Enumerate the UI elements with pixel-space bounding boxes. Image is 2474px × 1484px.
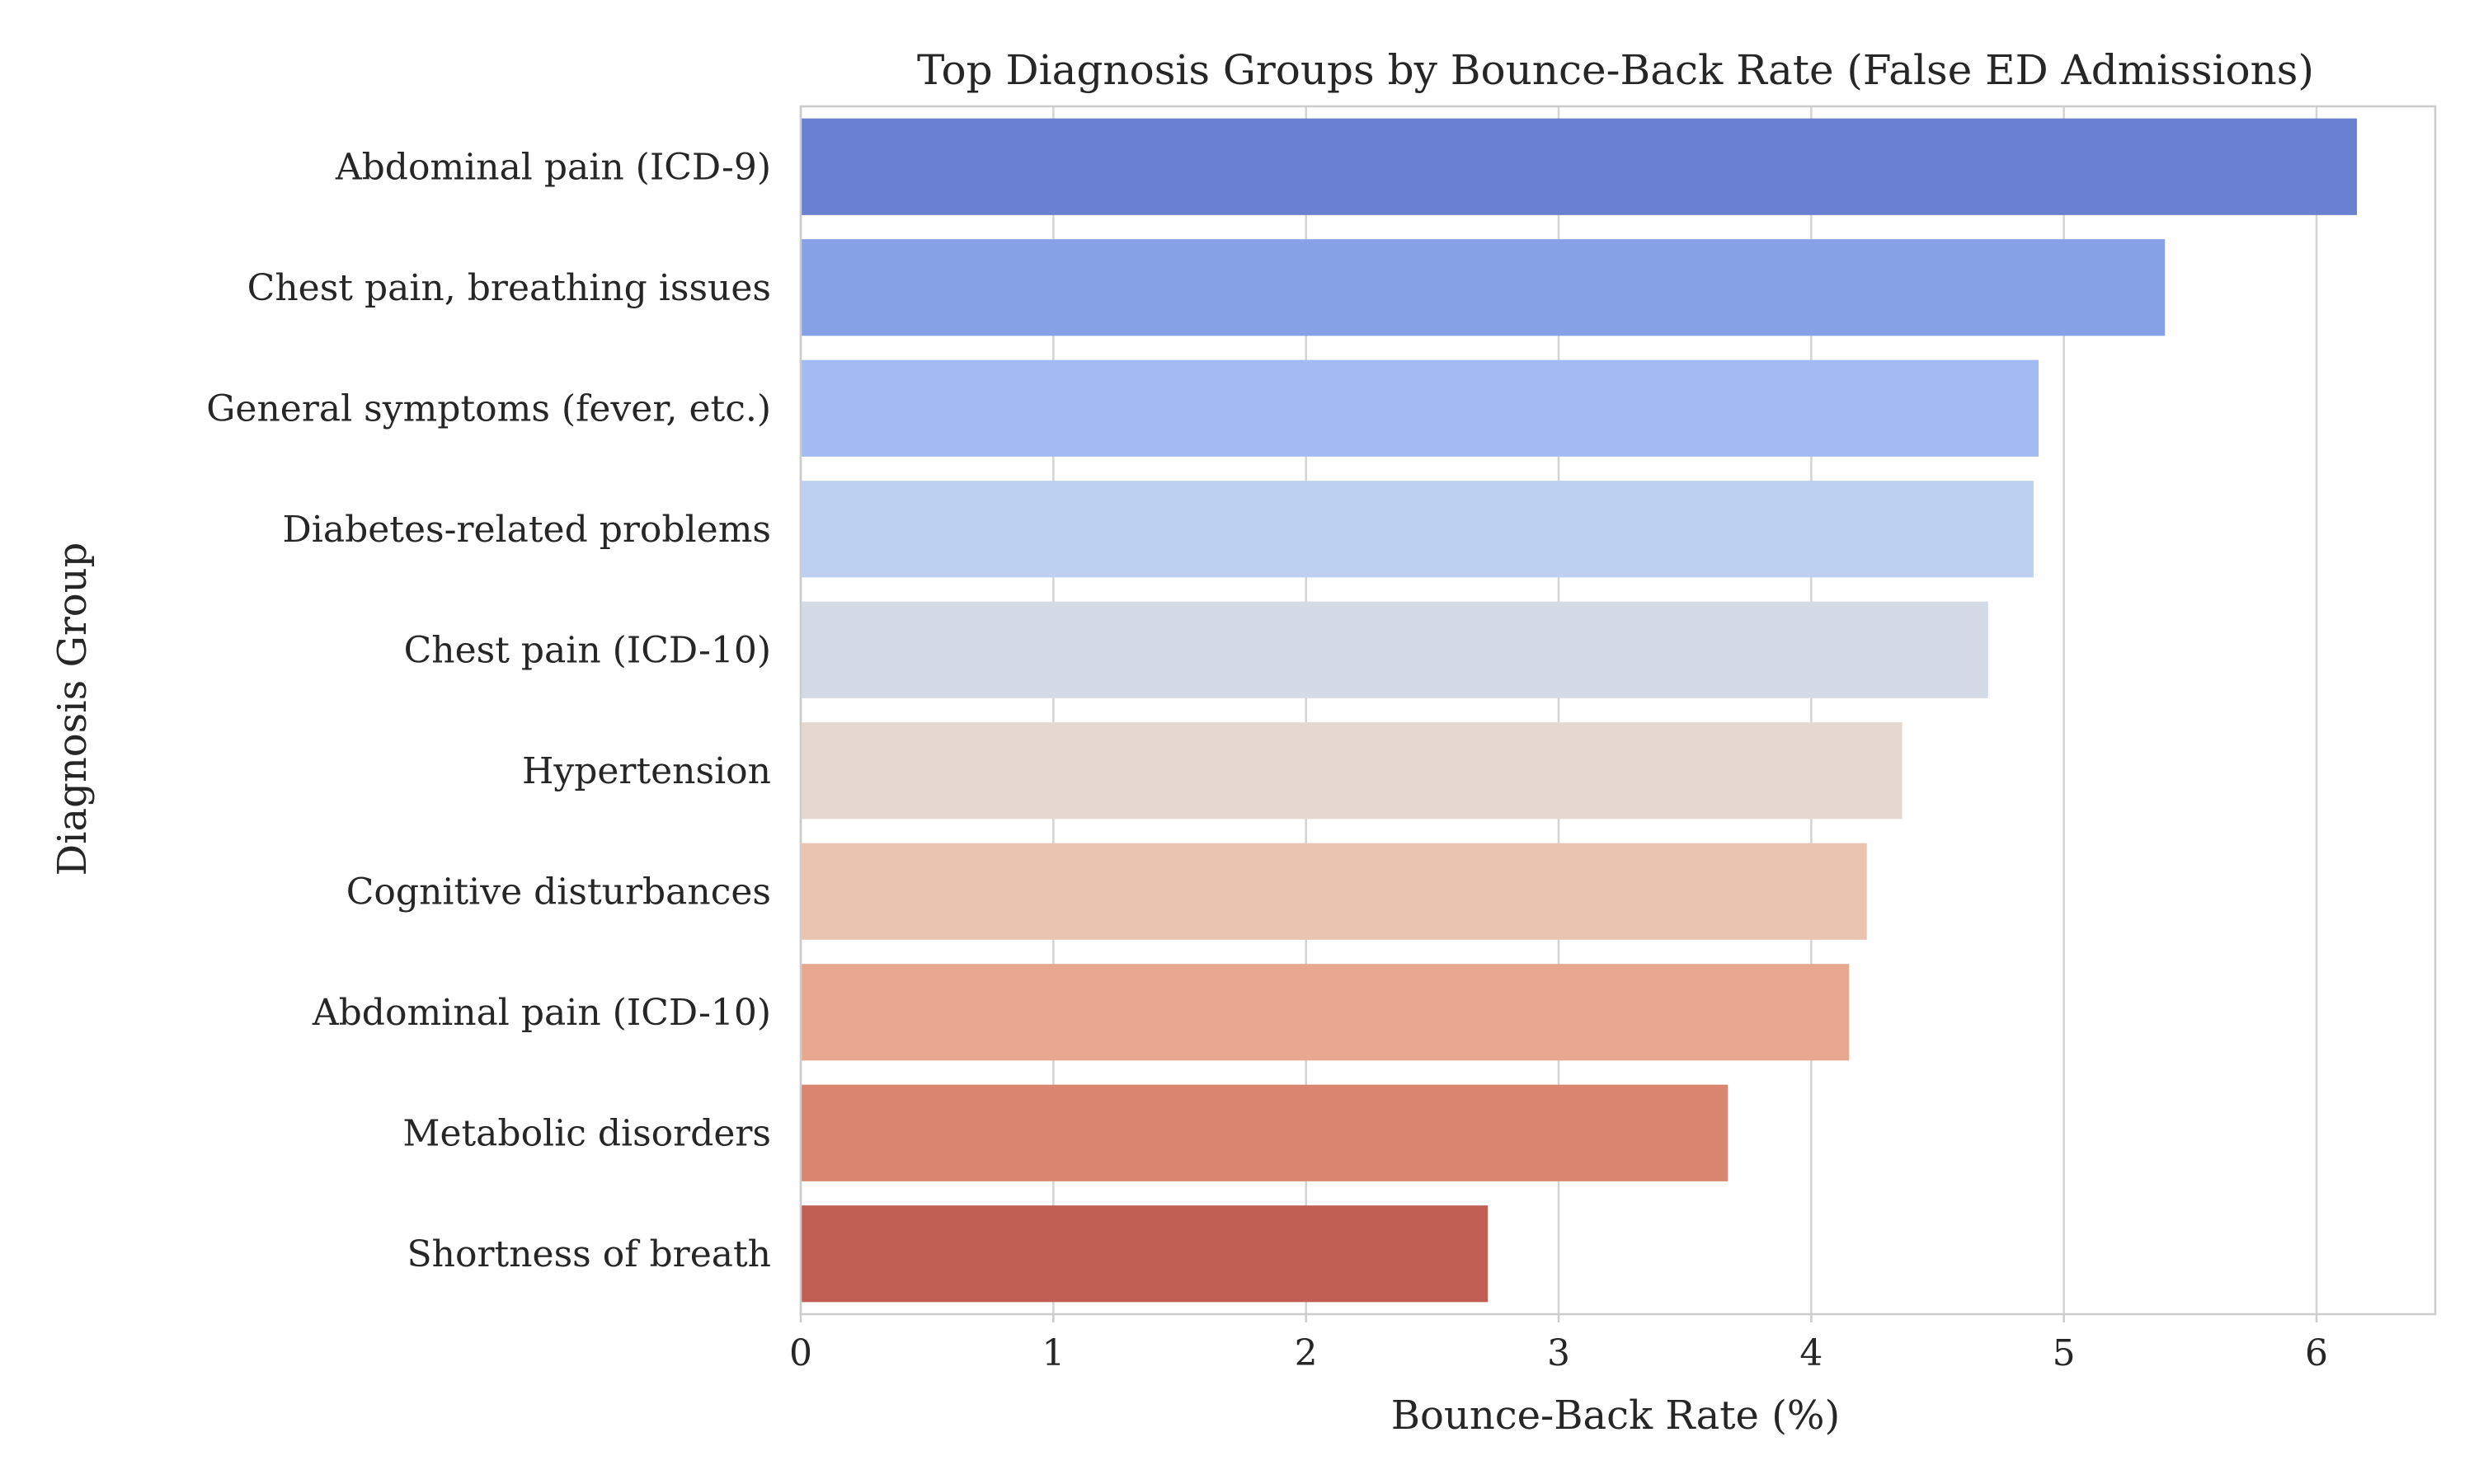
- bar: [801, 239, 2166, 336]
- bar: [801, 1205, 1489, 1303]
- x-tick-label: 6: [2305, 1332, 2328, 1374]
- x-tick-label: 3: [1547, 1332, 1570, 1374]
- chart-title: Top Diagnosis Groups by Bounce-Back Rate…: [917, 46, 2314, 94]
- bar: [801, 481, 2034, 578]
- bar: [801, 964, 1850, 1061]
- y-tick-label: Metabolic disorders: [402, 1112, 771, 1154]
- bar: [801, 118, 2358, 215]
- y-tick-label: General symptoms (fever, etc.): [206, 387, 771, 430]
- x-axis-label: Bounce-Back Rate (%): [1391, 1392, 1841, 1439]
- y-tick-label: Cognitive disturbances: [346, 871, 771, 913]
- y-axis-ticks: Abdominal pain (ICD-9) Chest pain, breath…: [206, 146, 771, 1275]
- y-tick-label: Abdominal pain (ICD-10): [312, 992, 771, 1034]
- y-tick-label: Chest pain (ICD-10): [404, 629, 771, 671]
- y-tick-label: Diabetes-related problems: [283, 509, 771, 551]
- x-tick-label: 4: [1799, 1332, 1823, 1374]
- bar: [801, 722, 1903, 819]
- x-tick-label: 5: [2053, 1332, 2076, 1374]
- bar: [801, 843, 1867, 940]
- y-axis-label: Diagnosis Group: [49, 542, 96, 876]
- plot-frame: [799, 105, 2437, 1316]
- y-tick-label: Hypertension: [522, 750, 771, 792]
- y-tick-label: Abdominal pain (ICD-9): [335, 146, 771, 188]
- x-tick-label: 1: [1042, 1332, 1065, 1374]
- bar: [801, 601, 1988, 698]
- bar: [801, 1084, 1729, 1181]
- bar: [801, 359, 2039, 457]
- x-tick-label: 0: [789, 1332, 812, 1374]
- x-axis-ticks: 0 1 2 3 4 5 6: [789, 1314, 2328, 1374]
- bars: [801, 118, 2358, 1303]
- y-tick-label: Shortness of breath: [407, 1233, 771, 1275]
- x-tick-label: 2: [1295, 1332, 1318, 1374]
- y-tick-label: Chest pain, breathing issues: [247, 267, 771, 309]
